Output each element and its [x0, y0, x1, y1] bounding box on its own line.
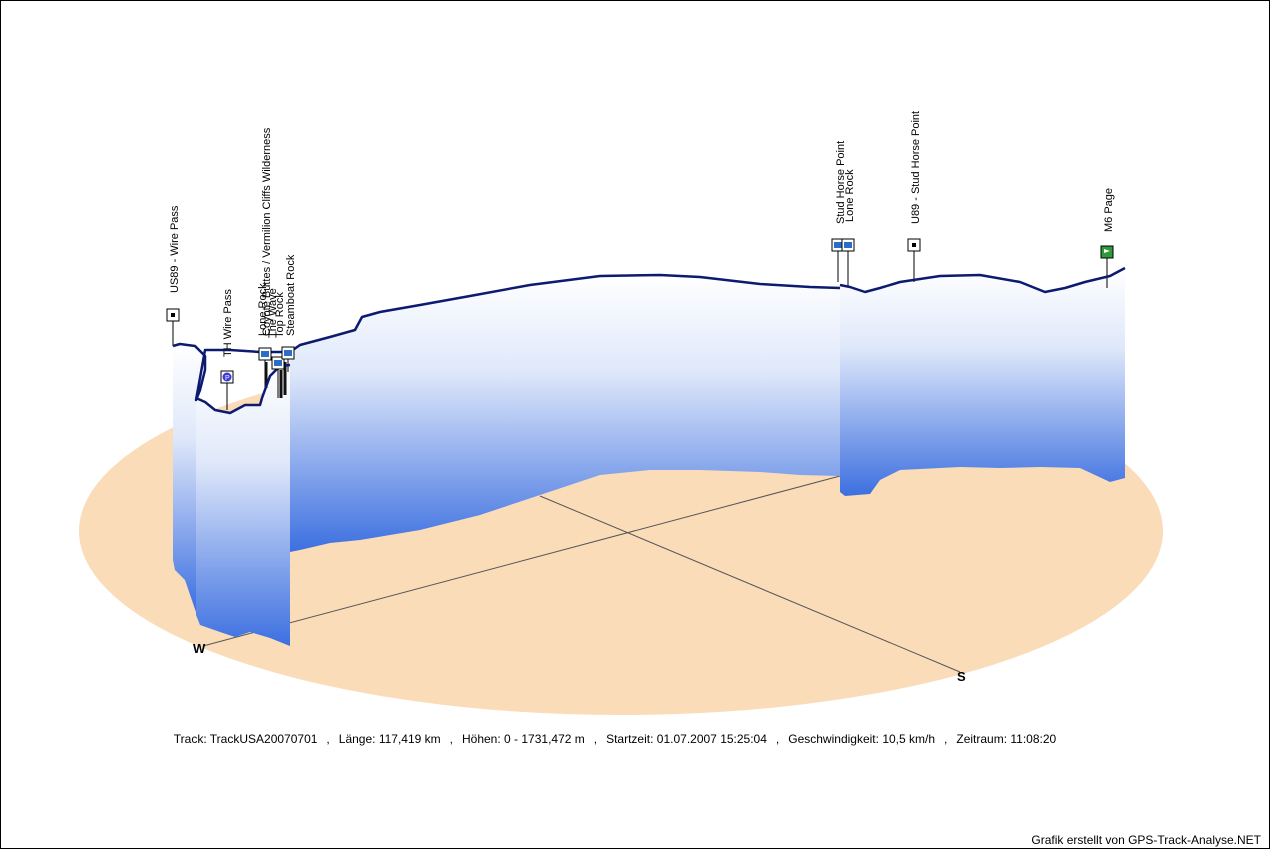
duration-label: Zeitraum:: [956, 732, 1008, 746]
waypoint-label: M6 Page: [1103, 188, 1115, 232]
axis-n-s: [539, 495, 961, 673]
camera-icon: [841, 238, 855, 252]
parking-icon: P: [220, 370, 234, 384]
waypoint-labels: US89 - Wire Pass TH Wire Pass Coyote But…: [169, 111, 1115, 357]
waypoint-poles: [172, 251, 1108, 410]
waypoint-label: TH Wire Pass: [222, 289, 234, 357]
profile-segment: [839, 266, 1126, 294]
credit-text: Grafik erstellt von GPS-Track-Analyse.NE…: [1031, 833, 1261, 847]
track-stats: Track: TrackUSA20070701, Länge: 117,419 k…: [173, 732, 1057, 746]
compass-s: S: [957, 669, 966, 684]
speed-value: 10,5 km/h: [882, 732, 936, 746]
black-square-icon: [907, 238, 921, 252]
waypoint-label: U89 - Stud Horse Point: [910, 111, 922, 224]
length-label: Länge:: [338, 732, 376, 746]
camera-icon: [281, 346, 295, 360]
profile-segment: [289, 273, 841, 354]
waypoint-label: US89 - Wire Pass: [169, 205, 181, 293]
profile-line: [172, 266, 1126, 415]
start-value: 01.07.2007 15:25:04: [656, 732, 767, 746]
start-label: Startzeit:: [606, 732, 654, 746]
length-value: 117,419 km: [378, 732, 441, 746]
elevation-label: Höhen:: [461, 732, 501, 746]
waypoint-label: Lone Rock: [844, 169, 856, 222]
wall-segment: [290, 275, 840, 552]
elevation-value: 0 - 1731,472 m: [504, 732, 585, 746]
axis-w-e: [202, 475, 841, 647]
camera-icon: [258, 347, 272, 361]
speed-label: Geschwindigkeit:: [788, 732, 879, 746]
profile-segment: [195, 363, 291, 415]
track-value: TrackUSA20070701: [209, 732, 318, 746]
waypoint-icons: P: [166, 238, 1114, 384]
camera-icon: [271, 356, 285, 370]
compass-w: W: [193, 641, 206, 656]
waypoint-label: Stud Horse Point: [835, 141, 847, 224]
svg-text:P: P: [225, 375, 230, 382]
black-square-icon: [166, 308, 180, 322]
waypoint-label: Top Rock: [274, 292, 286, 338]
duration-value: 11:08:20: [1010, 732, 1057, 746]
waypoint-label: Steamboat Rock: [285, 254, 297, 336]
waypoint-label: The Wave: [267, 288, 279, 338]
profile-segment: [172, 342, 290, 402]
waypoint-label: Coyote Buttes / Vermilion Cliffs Wildern…: [261, 127, 273, 336]
waypoint-label: Lone Rock: [257, 283, 269, 336]
wall-segment: [173, 344, 205, 612]
green-flag-icon: [1100, 245, 1114, 259]
wall-segment: [196, 365, 290, 646]
track-label: Track:: [173, 732, 207, 746]
wall-segment: [840, 268, 1125, 496]
elevation-walls: [173, 268, 1125, 646]
